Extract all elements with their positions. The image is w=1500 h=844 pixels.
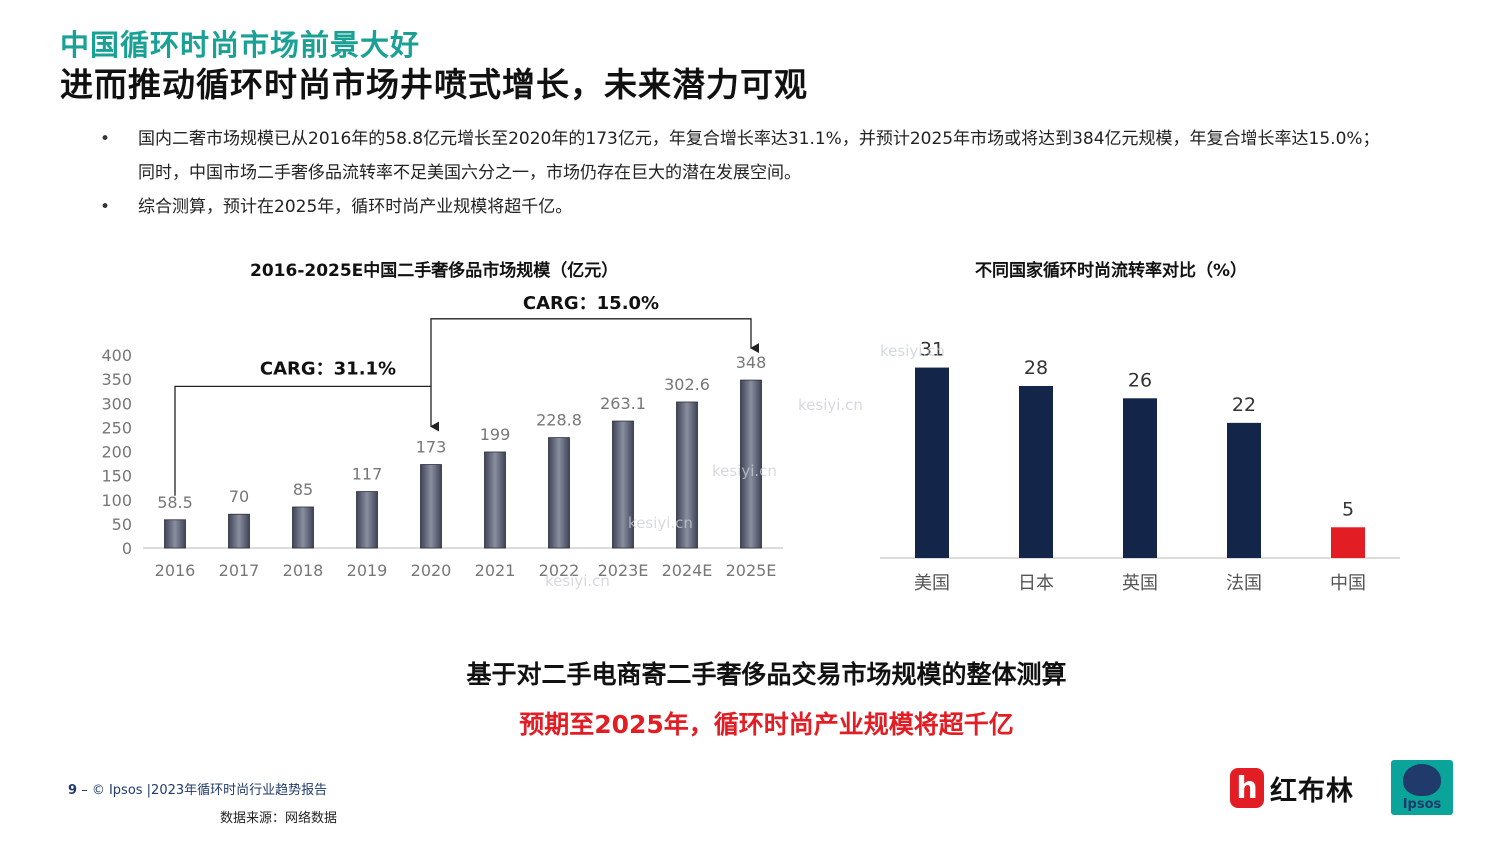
x-tick-label: 2019 (347, 561, 388, 580)
bar-2018 (292, 506, 314, 549)
bar-2019 (356, 491, 378, 549)
bullet-item: 综合测算，预计在2025年，循环时尚产业规模将超千亿。 (100, 190, 1390, 224)
x-tick-label: 英国 (1122, 573, 1158, 594)
x-tick-label: 2017 (219, 561, 260, 580)
x-tick-label: 2020 (411, 561, 452, 580)
data-label: 22 (1232, 394, 1256, 416)
y-tick-label: 100 (101, 491, 132, 510)
page-title-line1: 中国循环时尚市场前景大好 (60, 28, 421, 62)
x-tick-label: 2022 (539, 561, 580, 580)
footer-source: 9 – © Ipsos |2023年循环时尚行业趋势报告 (68, 779, 327, 798)
bar-日本 (1019, 386, 1053, 558)
bar-法国 (1227, 422, 1261, 558)
data-label: 228.8 (536, 411, 582, 430)
data-source-note: 数据来源：网络数据 (220, 811, 338, 826)
footer-dash: – (81, 783, 92, 798)
ipsos-logo-text: Ipsos (1402, 797, 1442, 812)
watermark: kesiyi.cn (880, 342, 945, 360)
data-label: 31 (920, 339, 944, 361)
summary-line1: 基于对二手电商寄二手奢侈品交易市场规模的整体测算 (466, 660, 1067, 689)
cagr-label-2016-2020: CARG：31.1% (260, 358, 396, 379)
y-tick-label: 0 (122, 539, 132, 558)
x-tick-label: 法国 (1226, 573, 1262, 594)
y-tick-label: 300 (101, 394, 132, 413)
data-label: 302.6 (664, 375, 710, 394)
x-tick-label: 2021 (475, 561, 516, 580)
hongbulin-logo: h 红布林 (1230, 764, 1370, 812)
bar-2023E (612, 420, 634, 549)
hongbulin-logo-mark: h (1230, 768, 1264, 808)
data-label: 199 (480, 425, 511, 444)
page-number: 9 (68, 783, 78, 798)
data-label: 263.1 (600, 394, 646, 413)
watermark: kesiyi.cn (798, 396, 863, 414)
y-tick-label: 350 (101, 370, 132, 389)
circulation-rate-bar-chart: 31 美国 28 日本 26 英国 22 法国 5 中国 (880, 339, 1400, 594)
bullet-list: 国内二奢市场规模已从2016年的58.8亿元增长至2020年的173亿元，年复合… (100, 122, 1390, 224)
data-label: 5 (1342, 498, 1354, 520)
x-tick-label: 2024E (662, 561, 713, 580)
x-tick-label: 美国 (914, 573, 950, 594)
page-title-line2: 进而推动循环时尚市场井喷式增长，未来潜力可观 (60, 65, 808, 104)
ipsos-logo-emblem (1403, 764, 1441, 796)
data-label: 85 (293, 480, 313, 499)
x-tick-label: 日本 (1018, 573, 1054, 594)
data-label: 58.5 (157, 493, 193, 512)
watermark: kesiyi.cn (712, 462, 777, 480)
y-tick-label: 50 (112, 515, 132, 534)
data-label: 26 (1128, 369, 1152, 391)
x-tick-label: 2016 (155, 561, 196, 580)
data-label: 117 (352, 465, 383, 484)
bar-2021 (484, 451, 506, 549)
x-tick-label: 2025E (726, 561, 777, 580)
ipsos-logo: Ipsos (1391, 760, 1453, 815)
footer-report-title: © Ipsos |2023年循环时尚行业趋势报告 (91, 783, 328, 798)
watermark: kesiyi.cn (628, 514, 693, 532)
bar-2024E (676, 401, 698, 549)
y-tick-label: 200 (101, 443, 132, 462)
data-label: 348 (736, 353, 767, 372)
bar-2025E (740, 379, 762, 549)
cagr-label-2020-2025: CARG：15.0% (523, 293, 659, 314)
watermark: kesiyi.cn (545, 572, 610, 590)
bar-2022 (548, 437, 570, 549)
y-tick-label: 150 (101, 467, 132, 486)
circulation-rate-chart-title: 不同国家循环时尚流转率对比（%） (975, 261, 1248, 281)
bar-2020 (420, 464, 442, 549)
data-label: 28 (1024, 357, 1048, 379)
bar-英国 (1123, 398, 1157, 558)
bar-中国 (1331, 527, 1365, 558)
market-size-chart-title: 2016-2025E中国二手奢侈品市场规模（亿元） (250, 261, 619, 281)
x-tick-label: 中国 (1330, 573, 1366, 594)
y-tick-label: 400 (101, 346, 132, 365)
x-tick-label: 2023E (598, 561, 649, 580)
market-size-bar-chart: 0 50 100 150 200 250 300 350 400 58.5 2016 70 2017 85… (101, 293, 783, 580)
x-tick-label: 2018 (283, 561, 324, 580)
cagr-connector-2016-2020 (174, 385, 439, 496)
summary-line2: 预期至2025年，循环时尚产业规模将超千亿 (519, 710, 1014, 739)
bar-2017 (228, 513, 250, 549)
hongbulin-logo-text: 红布林 (1270, 775, 1354, 807)
cagr-connector-2020-2025 (430, 318, 759, 387)
data-label: 173 (416, 438, 447, 457)
bar-美国 (915, 367, 949, 558)
data-label: 70 (229, 487, 249, 506)
bar-2016 (164, 519, 186, 549)
bullet-item: 国内二奢市场规模已从2016年的58.8亿元增长至2020年的173亿元，年复合… (100, 122, 1390, 190)
y-tick-label: 250 (101, 418, 132, 437)
